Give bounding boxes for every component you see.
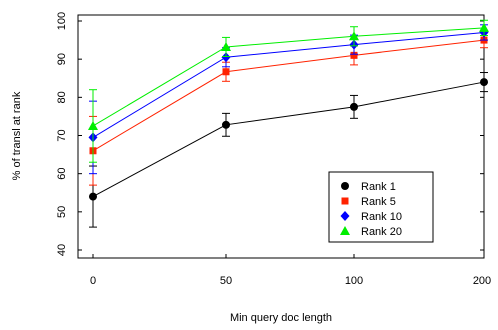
data-point xyxy=(221,41,231,51)
series-group xyxy=(88,19,489,228)
data-point xyxy=(350,102,358,111)
data-point xyxy=(350,51,358,59)
series-line xyxy=(92,39,485,152)
y-axis-label: % of transl at rank xyxy=(11,91,23,180)
x-axis: 0 50 100 200 xyxy=(90,254,491,287)
legend-marker xyxy=(341,182,349,190)
legend-marker xyxy=(340,226,350,235)
legend-label: Rank 5 xyxy=(361,196,396,208)
x-axis-label: Min query doc length xyxy=(230,312,332,324)
y-tick-label: 80 xyxy=(56,91,68,103)
data-point xyxy=(222,120,230,129)
series-line xyxy=(92,27,485,127)
legend-label: Rank 10 xyxy=(361,211,402,223)
series-line xyxy=(92,81,485,198)
legend-marker xyxy=(341,197,349,205)
y-tick-label: 50 xyxy=(56,206,68,218)
y-axis: 40 50 60 70 80 90 100 xyxy=(56,12,484,256)
data-point xyxy=(89,192,97,201)
data-point xyxy=(480,78,488,87)
series-4 xyxy=(88,19,489,163)
y-tick-label: 40 xyxy=(56,244,68,256)
x-tick-label: 200 xyxy=(473,275,491,287)
x-tick-label: 50 xyxy=(220,275,232,287)
data-point xyxy=(479,22,489,32)
plot-area xyxy=(77,14,485,259)
legend-marker xyxy=(340,211,350,221)
series-2 xyxy=(89,31,488,186)
y-tick-label: 60 xyxy=(56,168,68,180)
data-point xyxy=(349,31,359,41)
y-tick-label: 100 xyxy=(56,12,68,30)
legend-label: Rank 20 xyxy=(361,226,402,238)
y-tick-label: 90 xyxy=(56,53,68,65)
data-point xyxy=(88,120,98,130)
y-tick-label: 70 xyxy=(56,129,68,141)
legend-label: Rank 1 xyxy=(361,181,396,193)
series-3 xyxy=(88,24,489,175)
series-1 xyxy=(89,72,488,228)
x-tick-label: 0 xyxy=(90,275,96,287)
legend: Rank 1 Rank 5 Rank 10 Rank 20 xyxy=(328,171,434,243)
series-line xyxy=(92,31,485,138)
x-tick-label: 100 xyxy=(345,275,363,287)
data-point xyxy=(222,68,230,76)
data-point xyxy=(221,52,231,63)
